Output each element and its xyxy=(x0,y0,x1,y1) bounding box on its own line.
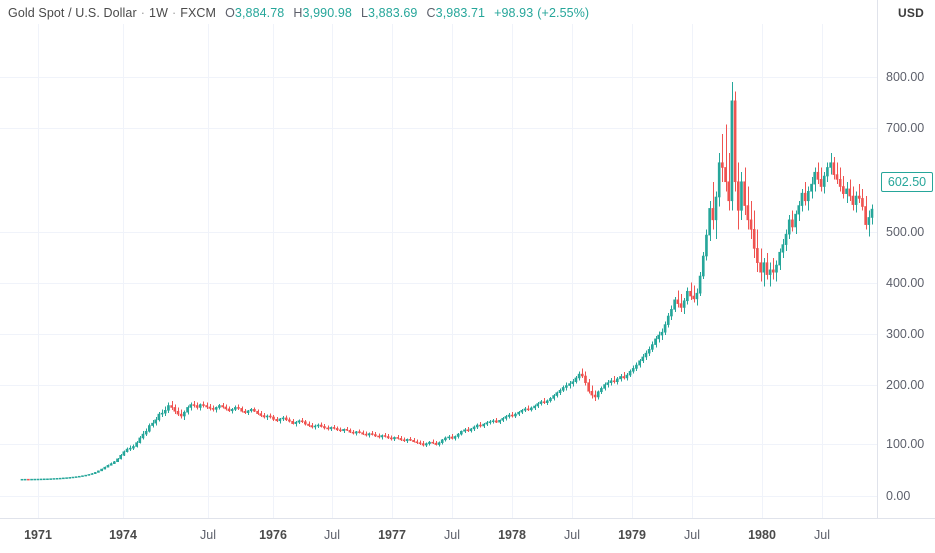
change-percent: (+2.55%) xyxy=(537,6,590,20)
high-tag: H xyxy=(293,6,303,20)
price-axis[interactable]: USD 800.00 700.00 500.00 400.00 300.00 200.00… xyxy=(877,0,935,518)
legend-separator-1: · xyxy=(140,6,146,20)
ohlc-high: H3,990.98 xyxy=(293,6,352,20)
price-tick-label: 0.00 xyxy=(886,489,911,503)
open-tag: O xyxy=(225,6,235,20)
open-value: 3,884.78 xyxy=(234,6,285,20)
high-value: 3,990.98 xyxy=(302,6,352,20)
ohlc-open: O3,884.78 xyxy=(225,6,284,20)
legend-separator-2: · xyxy=(171,6,177,20)
price-pane[interactable] xyxy=(0,24,877,518)
chart-legend: Gold Spot / U.S. Dollar · 1W · FXCM O3,8… xyxy=(8,4,589,22)
time-tick-label: 1974 xyxy=(109,528,137,542)
change-value: +98.93 xyxy=(494,6,534,20)
candlestick-plot[interactable] xyxy=(0,24,877,518)
time-tick-label: Jul xyxy=(814,528,830,542)
candles xyxy=(20,81,874,481)
close-tag: C xyxy=(426,6,436,20)
time-tick-label: Jul xyxy=(324,528,340,542)
price-tick-label: 300.00 xyxy=(886,327,925,341)
time-tick-label: 1980 xyxy=(748,528,776,542)
time-tick-label: Jul xyxy=(444,528,460,542)
low-value: 3,883.69 xyxy=(368,6,418,20)
interval-label[interactable]: 1W xyxy=(149,6,168,20)
price-tick-label: 400.00 xyxy=(886,276,925,290)
ohlc-close: C3,983.71 xyxy=(427,6,486,20)
time-tick-label: 1976 xyxy=(259,528,287,542)
exchange-label[interactable]: FXCM xyxy=(180,6,217,20)
price-tick-label: 700.00 xyxy=(886,121,925,135)
low-tag: L xyxy=(360,6,369,20)
time-tick-label: 1977 xyxy=(378,528,406,542)
time-tick-label: Jul xyxy=(684,528,700,542)
currency-badge: USD xyxy=(898,6,924,20)
symbol-name[interactable]: Gold Spot / U.S. Dollar xyxy=(8,6,137,20)
close-value: 3,983.71 xyxy=(435,6,486,20)
gridlines xyxy=(0,24,877,518)
last-price-tag: 602.50 xyxy=(881,172,933,192)
time-tick-label: Jul xyxy=(564,528,580,542)
price-tick-label: 200.00 xyxy=(886,378,925,392)
ohlc-low: L3,883.69 xyxy=(361,6,418,20)
time-tick-label: 1978 xyxy=(498,528,526,542)
time-axis[interactable]: 1971 1974 Jul 1976 Jul 1977 Jul 1978 Jul 1979 Jul 1… xyxy=(0,518,935,553)
time-tick-label: 1979 xyxy=(618,528,646,542)
time-tick-label: Jul xyxy=(200,528,216,542)
price-tick-label: 800.00 xyxy=(886,70,925,84)
price-tick-label: 500.00 xyxy=(886,225,925,239)
time-tick-label: 1971 xyxy=(24,528,52,542)
price-tick-label: 100.00 xyxy=(886,437,925,451)
